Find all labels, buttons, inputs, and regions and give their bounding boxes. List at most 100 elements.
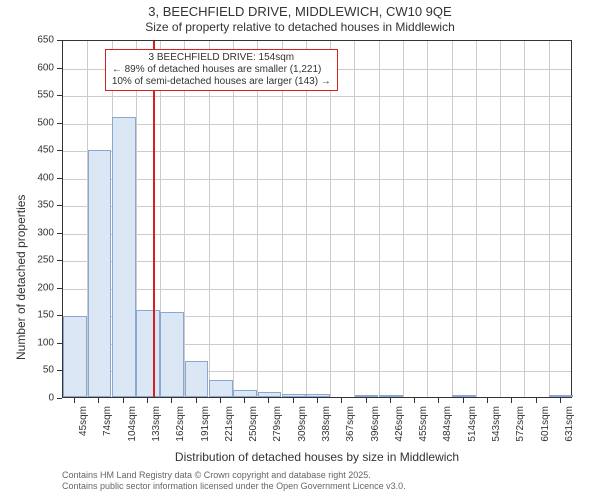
x-tick-label: 455sqm	[418, 406, 429, 450]
y-tick-mark	[57, 178, 62, 179]
x-tick-label: 367sqm	[345, 406, 356, 450]
gridline-h	[63, 261, 571, 262]
x-tick-mark	[511, 398, 512, 403]
gridline-v	[184, 41, 185, 397]
y-tick-label: 550	[0, 90, 54, 101]
gridline-h	[63, 179, 571, 180]
y-tick-mark	[57, 205, 62, 206]
gridline-h	[63, 96, 571, 97]
x-tick-label: 426sqm	[394, 406, 405, 450]
gridline-h	[63, 124, 571, 125]
y-tick-mark	[57, 123, 62, 124]
gridline-v	[330, 41, 331, 397]
x-tick-mark	[463, 398, 464, 403]
x-tick-mark	[487, 398, 488, 403]
gridline-v	[282, 41, 283, 397]
histogram-bar	[233, 390, 257, 397]
x-tick-mark	[123, 398, 124, 403]
y-tick-mark	[57, 150, 62, 151]
y-tick-label: 600	[0, 62, 54, 73]
x-tick-label: 250sqm	[248, 406, 259, 450]
x-tick-label: 162sqm	[175, 406, 186, 450]
gridline-v	[257, 41, 258, 397]
x-tick-label: 514sqm	[467, 406, 478, 450]
y-tick-mark	[57, 95, 62, 96]
chart-container: 3, BEECHFIELD DRIVE, MIDDLEWICH, CW10 9Q…	[0, 0, 600, 500]
histogram-bar	[379, 395, 403, 397]
y-tick-label: 650	[0, 35, 54, 46]
x-tick-label: 543sqm	[491, 406, 502, 450]
gridline-h	[63, 234, 571, 235]
x-tick-mark	[341, 398, 342, 403]
histogram-bar	[452, 395, 476, 397]
x-tick-label: 601sqm	[540, 406, 551, 450]
x-tick-label: 133sqm	[151, 406, 162, 450]
annotation-line: 10% of semi-detached houses are larger (…	[112, 76, 331, 88]
y-tick-label: 300	[0, 227, 54, 238]
chart-title: 3, BEECHFIELD DRIVE, MIDDLEWICH, CW10 9Q…	[0, 4, 600, 20]
y-tick-label: 150	[0, 310, 54, 321]
gridline-v	[427, 41, 428, 397]
y-tick-mark	[57, 398, 62, 399]
annotation-box: 3 BEECHFIELD DRIVE: 154sqm← 89% of detac…	[105, 49, 338, 91]
gridline-v	[379, 41, 380, 397]
x-tick-mark	[366, 398, 367, 403]
histogram-bar	[88, 150, 112, 397]
gridline-v	[476, 41, 477, 397]
histogram-bar	[209, 380, 233, 397]
x-tick-mark	[414, 398, 415, 403]
x-tick-label: 309sqm	[297, 406, 308, 450]
x-tick-label: 572sqm	[515, 406, 526, 450]
y-tick-label: 350	[0, 200, 54, 211]
x-tick-mark	[196, 398, 197, 403]
x-tick-label: 338sqm	[321, 406, 332, 450]
x-tick-label: 104sqm	[127, 406, 138, 450]
y-tick-mark	[57, 68, 62, 69]
annotation-line: 3 BEECHFIELD DRIVE: 154sqm	[112, 52, 331, 64]
chart-subtitle: Size of property relative to detached ho…	[0, 20, 600, 35]
x-tick-label: 279sqm	[272, 406, 283, 450]
histogram-bar	[282, 394, 306, 397]
gridline-h	[63, 289, 571, 290]
histogram-bar	[355, 395, 379, 397]
x-tick-mark	[390, 398, 391, 403]
x-tick-mark	[293, 398, 294, 403]
y-tick-label: 200	[0, 282, 54, 293]
gridline-v	[306, 41, 307, 397]
x-tick-mark	[244, 398, 245, 403]
y-tick-label: 250	[0, 255, 54, 266]
x-tick-mark	[560, 398, 561, 403]
gridline-v	[500, 41, 501, 397]
x-tick-mark	[438, 398, 439, 403]
y-tick-label: 50	[0, 365, 54, 376]
histogram-bar	[63, 316, 87, 398]
footer-line-2: Contains public sector information licen…	[62, 481, 406, 492]
gridline-v	[403, 41, 404, 397]
x-axis-label: Distribution of detached houses by size …	[62, 450, 572, 464]
plot-area: 3 BEECHFIELD DRIVE: 154sqm← 89% of detac…	[62, 40, 572, 398]
x-tick-label: 631sqm	[564, 406, 575, 450]
gridline-h	[63, 151, 571, 152]
y-tick-mark	[57, 233, 62, 234]
x-tick-label: 191sqm	[200, 406, 211, 450]
y-tick-mark	[57, 260, 62, 261]
x-tick-mark	[74, 398, 75, 403]
annotation-line: ← 89% of detached houses are smaller (1,…	[112, 64, 331, 76]
gridline-v	[524, 41, 525, 397]
gridline-v	[209, 41, 210, 397]
y-tick-mark	[57, 40, 62, 41]
x-tick-label: 484sqm	[442, 406, 453, 450]
x-tick-mark	[536, 398, 537, 403]
y-tick-mark	[57, 315, 62, 316]
x-tick-label: 74sqm	[102, 406, 113, 450]
gridline-v	[354, 41, 355, 397]
gridline-v	[452, 41, 453, 397]
y-tick-label: 500	[0, 117, 54, 128]
y-tick-mark	[57, 288, 62, 289]
y-tick-label: 0	[0, 393, 54, 404]
footer-line-1: Contains HM Land Registry data © Crown c…	[62, 470, 406, 481]
y-tick-label: 450	[0, 145, 54, 156]
x-tick-mark	[98, 398, 99, 403]
histogram-bar	[258, 392, 282, 398]
gridline-v	[233, 41, 234, 397]
